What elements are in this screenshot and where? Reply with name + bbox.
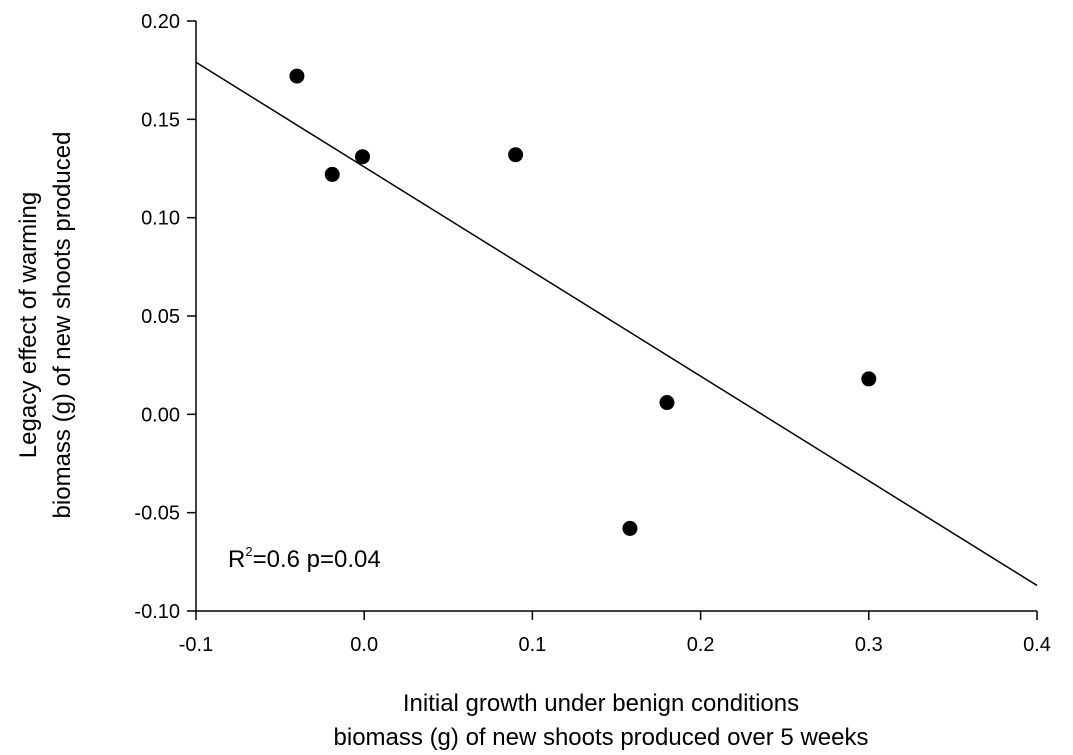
x-tick-label: -0.1 xyxy=(179,634,213,656)
y-tick-label: 0.20 xyxy=(141,11,180,33)
data-point xyxy=(622,520,638,536)
y-tick-label: 0.15 xyxy=(141,109,180,131)
x-tick-label: 0.4 xyxy=(1023,634,1051,656)
y-tick-label: -0.10 xyxy=(134,601,180,623)
data-point xyxy=(324,166,340,182)
data-point xyxy=(355,149,371,165)
data-point xyxy=(861,371,877,387)
x-axis-title-line1: Initial growth under benign conditions xyxy=(403,690,799,717)
x-tick-label: 0.0 xyxy=(350,634,378,656)
r-label: R xyxy=(228,546,245,573)
x-tick-label: 0.3 xyxy=(855,634,883,656)
data-point xyxy=(508,147,524,163)
x-tick-label: 0.1 xyxy=(518,634,546,656)
y-tick-label: -0.05 xyxy=(134,503,180,525)
y-axis-title-line1: Legacy effect of warming xyxy=(15,192,42,458)
x-ticks: -0.1 0.0 0.1 0.2 0.3 0.4 xyxy=(179,611,1051,656)
y-ticks: 0.20 0.15 0.10 0.05 0.00 -0.05 -0.10 xyxy=(134,11,196,623)
y-tick-label: 0.05 xyxy=(141,306,180,328)
r-superscript: 2 xyxy=(245,544,252,559)
data-points xyxy=(289,68,877,536)
axes xyxy=(195,21,1037,612)
x-tick-label: 0.2 xyxy=(687,634,715,656)
fit-statistics-text: =0.6 p=0.04 xyxy=(253,546,381,573)
data-point xyxy=(659,395,675,411)
x-axis-title-line2: biomass (g) of new shoots produced over … xyxy=(334,724,869,751)
fit-statistics: R2=0.6 p=0.04 xyxy=(228,544,381,573)
y-axis-title-line2: biomass (g) of new shoots produced xyxy=(49,132,76,519)
regression-line xyxy=(195,61,1038,587)
y-tick-label: 0.00 xyxy=(141,404,180,426)
data-point xyxy=(289,68,305,84)
y-tick-label: 0.10 xyxy=(141,208,180,230)
